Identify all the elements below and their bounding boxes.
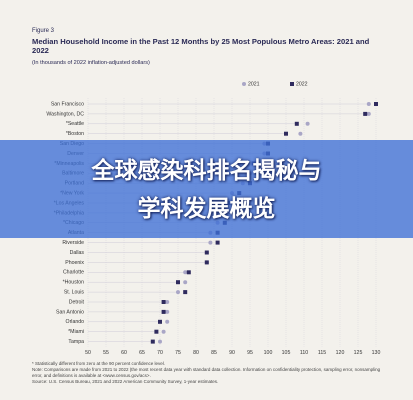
dot-2022	[161, 309, 166, 314]
legend-marker	[290, 82, 294, 86]
dot-2021	[183, 280, 188, 285]
dot-2021	[298, 131, 303, 136]
y-tick-label: Dallas	[70, 250, 85, 256]
dot-2021	[165, 300, 170, 304]
dot-2022	[204, 250, 209, 255]
y-tick-label: San Antonio	[56, 309, 84, 315]
y-tick-label: Detroit	[69, 299, 85, 305]
dot-2022	[154, 329, 159, 334]
y-tick-label: Phoenix	[65, 260, 84, 266]
legend-label: 2022	[296, 81, 308, 87]
dot-2021	[176, 290, 180, 295]
note: * Statistically different from zero at t…	[32, 361, 165, 366]
y-tick-label: Riverside	[62, 240, 84, 246]
legend-marker	[242, 82, 246, 86]
dot-2021	[165, 309, 170, 314]
x-tick-label: 90	[229, 350, 235, 356]
x-tick-label: 120	[336, 350, 345, 356]
chart-title: Median Household Income in the Past 12 M…	[32, 37, 370, 56]
x-tick-label: 130	[372, 350, 381, 356]
x-tick-label: 65	[139, 350, 145, 356]
x-tick-label: 105	[282, 350, 291, 356]
y-tick-label: *Miami	[68, 329, 84, 335]
dot-2022	[294, 121, 299, 126]
x-tick-label: 70	[157, 350, 163, 356]
y-tick-label: Orlando	[66, 319, 85, 325]
dot-2022	[374, 102, 378, 106]
dot-2022	[363, 111, 368, 116]
dot-2021	[165, 319, 170, 324]
y-tick-label: Charlotte	[63, 270, 84, 276]
chart-subtitle: (In thousands of 2022 inflation-adjusted…	[32, 60, 150, 66]
dot-2022	[161, 300, 166, 304]
figure-label: Figure 3	[32, 28, 55, 34]
dot-2022	[183, 290, 188, 295]
dot-2021	[183, 270, 188, 275]
dot-2022	[204, 260, 209, 265]
y-tick-label: *Boston	[66, 131, 84, 137]
dot-2022	[186, 270, 191, 275]
dot-2022	[158, 319, 162, 324]
x-tick-label: 80	[193, 350, 199, 356]
y-tick-label: *Seattle	[66, 121, 84, 127]
banner-text: 学科发展概览	[137, 196, 276, 222]
dot-2021	[208, 240, 213, 245]
y-tick-label: Tampa	[68, 339, 84, 345]
dot-2022	[284, 131, 288, 136]
dot-2021	[305, 121, 310, 126]
x-tick-label: 55	[103, 350, 109, 356]
note: Source: U.S. Census Bureau, 2021 and 202…	[32, 379, 219, 385]
banner-text: 全球感染科排名揭秘与	[91, 158, 322, 184]
y-tick-label: *Houston	[63, 280, 84, 286]
y-tick-label: Washington, DC	[46, 111, 84, 117]
dot-2022	[150, 339, 155, 344]
x-tick-label: 110	[300, 350, 308, 356]
y-tick-label: St. Louis	[64, 289, 85, 295]
dot-2021	[158, 339, 162, 344]
x-tick-label: 125	[354, 350, 363, 356]
banner: 全球感染科排名揭秘与 学科发展概览	[0, 140, 413, 238]
x-tick-label: 50	[85, 350, 91, 356]
dot-2022	[176, 280, 180, 285]
x-tick-label: 95	[247, 350, 253, 356]
note: Note: Comparisons are made from 2021 to …	[32, 367, 381, 379]
legend-label: 2021	[248, 81, 260, 87]
x-tick-label: 115	[318, 350, 326, 356]
x-tick-label: 60	[121, 350, 127, 356]
y-tick-label: San Francisco	[51, 101, 84, 107]
x-tick-label: 75	[175, 350, 181, 356]
dot-2021	[366, 111, 371, 116]
dot-2022	[215, 240, 220, 245]
x-tick-label: 100	[264, 350, 273, 356]
dot-2021	[366, 102, 371, 106]
notes: * Statistically different from zero at t…	[32, 361, 384, 385]
x-tick-label: 85	[211, 350, 217, 356]
dot-2021	[161, 329, 166, 334]
